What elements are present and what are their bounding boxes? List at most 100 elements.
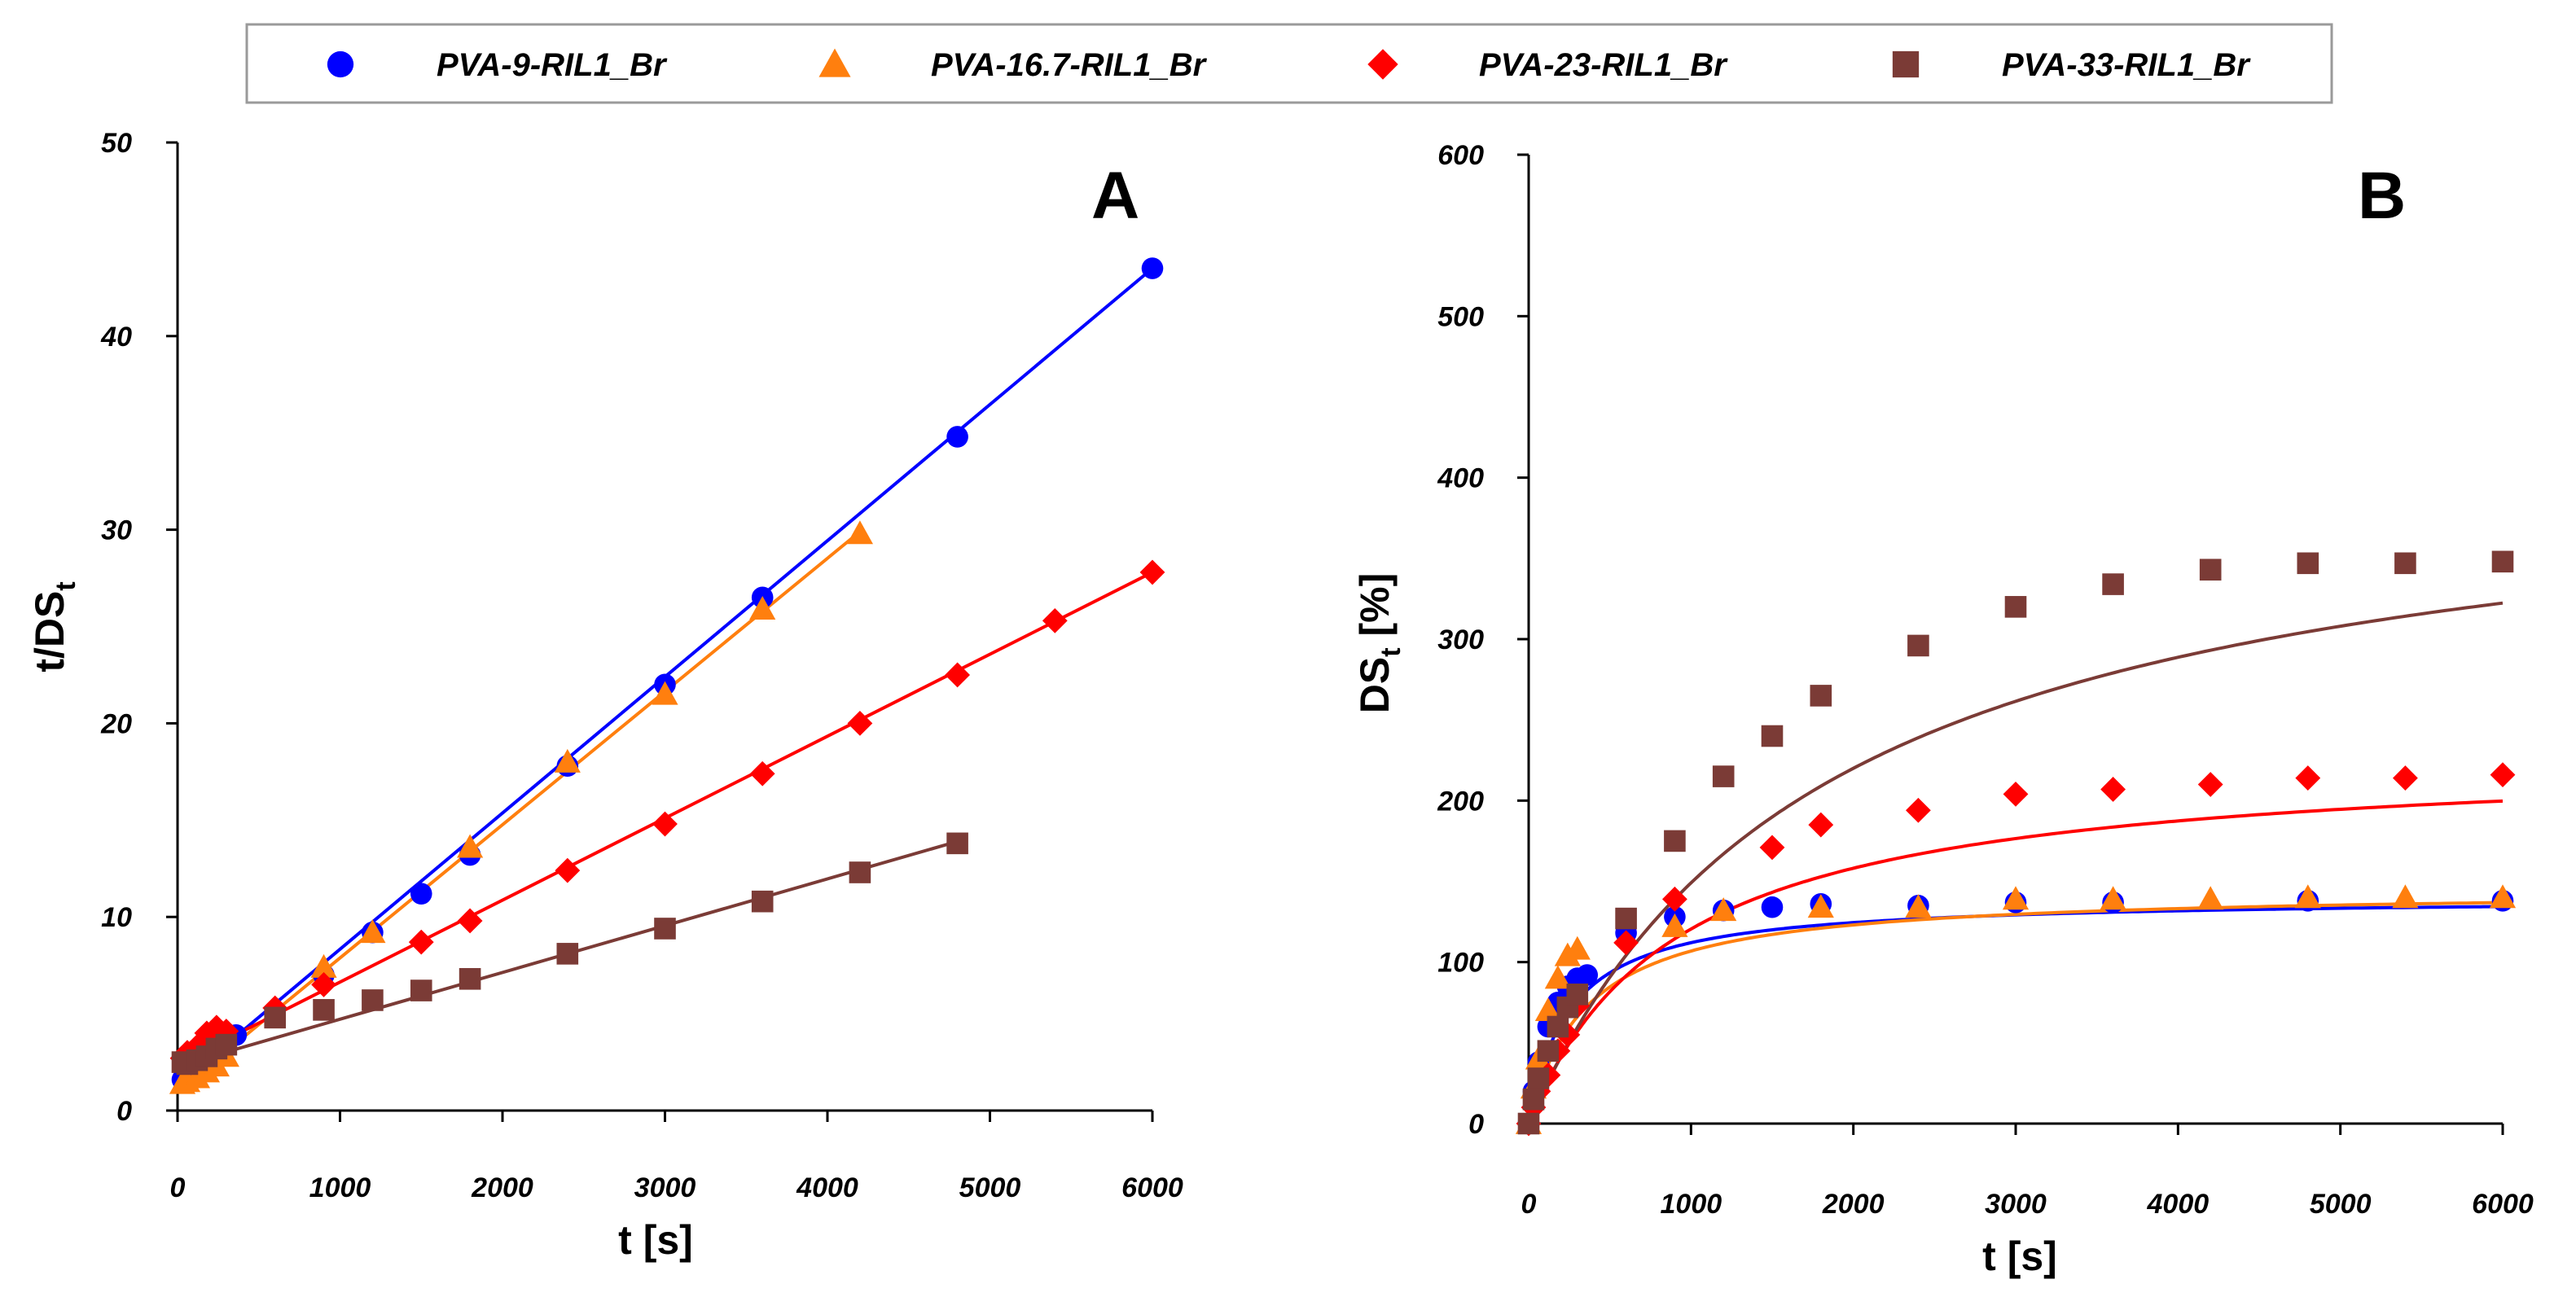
panel-a-y-tick-label-40: 40 [100, 322, 132, 353]
panel-b-point-pva-16-7-ril1-br-15 [2392, 884, 2419, 909]
legend-box [245, 23, 2333, 104]
panel-b-y-tick-label-500: 500 [1437, 301, 1484, 332]
panel-b-point-pva-23-ril1-br-8 [1662, 886, 1687, 912]
legend-marker-pva-23-ril1-br [1367, 49, 1398, 80]
panel-b-point-pva-16-7-ril1-br-8 [1710, 897, 1737, 922]
panel-a-point-pva-23-ril1-br-10 [555, 857, 581, 883]
panel-b-point-pva-23-ril1-br-15 [2295, 765, 2321, 791]
panel-b-x-tick-label-2000: 2000 [1822, 1189, 1885, 1220]
panel-b-point-pva-23-ril1-br-7 [1613, 930, 1639, 956]
panel-b-point-pva-33-ril1-br-2 [1527, 1067, 1550, 1089]
panel-b-point-pva-33-ril1-br-13 [2004, 596, 2027, 618]
panel-b-y-tick-label-300: 300 [1437, 624, 1484, 655]
panel-a-point-pva-16-7-ril1-br-7 [359, 919, 386, 944]
panel-a-letter: A [1091, 159, 1139, 233]
legend-label-pva-16-7-ril1-br: PVA-16.7-RIL1_Br [931, 47, 1208, 83]
panel-b-point-pva-16-7-ril1-br-3 [1534, 997, 1562, 1022]
panel-a-y-axis-title: t/DSt [27, 581, 81, 672]
panel-a-point-pva-23-ril1-br-4 [204, 1014, 230, 1041]
panel-b-point-pva-16-7-ril1-br-14 [2294, 884, 2321, 909]
panel-a-x-axis-title: t [s] [618, 1217, 693, 1263]
panel-b-x-tick-label-0: 0 [1521, 1189, 1537, 1220]
panel-b-point-pva-23-ril1-br-10 [1808, 812, 1834, 838]
panel-b-x-tick-label-1000: 1000 [1661, 1189, 1722, 1220]
panel-a-point-pva-33-ril1-br-6 [264, 1006, 286, 1029]
panel-a-x-tick-label-2000: 2000 [471, 1172, 533, 1203]
panel-a-x-tick-label-5000: 5000 [959, 1172, 1021, 1203]
panel-b-point-pva-33-ril1-br-15 [2199, 559, 2222, 581]
panel-a-y-tick-label-0: 0 [116, 1096, 132, 1127]
panel-b-point-pva-16-7-ril1-br-16 [2489, 884, 2517, 909]
legend-marker-pva-9-ril1-br [327, 50, 354, 78]
panel-a-fit-line-pva-16-7-ril1-br [176, 530, 862, 1093]
panel-a-point-pva-23-ril1-br-13 [847, 711, 873, 736]
panel-b-fit-line-pva-33-ril1-br [1527, 601, 2504, 1125]
legend-label-pva-23-ril1-br: PVA-23-RIL1_Br [1479, 47, 1728, 83]
legend-label-pva-9-ril1-br: PVA-9-RIL1_Br [437, 47, 668, 83]
panel-a-y-tick-label-30: 30 [101, 515, 132, 546]
panel-b-x-tick-label-6000: 6000 [2472, 1189, 2534, 1220]
panel-a-point-pva-23-ril1-br-5 [213, 1019, 239, 1044]
panel-a-x-tick-label-1000: 1000 [309, 1172, 371, 1203]
panel-a-point-pva-16-7-ril1-br-11 [749, 595, 776, 620]
legend-marker-pva-16-7-ril1-br [818, 48, 851, 77]
panel-b-point-pva-33-ril1-br-9 [1712, 765, 1735, 787]
legend: PVA-9-RIL1_Br PVA-16.7-RIL1_Br PVA-23-RIL1… [245, 23, 2333, 104]
panel-b-point-pva-33-ril1-br-3 [1537, 1040, 1560, 1063]
panel-a-point-pva-16-7-ril1-br-8 [457, 834, 484, 858]
panel-a-point-pva-23-ril1-br-15 [1042, 607, 1068, 633]
panel-b-point-pva-23-ril1-br-13 [2100, 777, 2126, 802]
panel-b-point-pva-23-ril1-br-16 [2393, 765, 2418, 791]
panel-b-point-pva-23-ril1-br-9 [1759, 835, 1785, 861]
panel-b-point-pva-16-7-ril1-br-6 [1564, 936, 1591, 960]
panel-a-point-pva-9-ril1-br-16 [1141, 257, 1164, 279]
legend-label-pva-33-ril1-br: PVA-33-RIL1_Br [2002, 47, 2251, 83]
panel-b-y-tick-label-0: 0 [1468, 1109, 1484, 1140]
panel-b-point-pva-33-ril1-br-17 [2394, 552, 2416, 575]
panel-a-point-pva-9-ril1-br-10 [410, 883, 432, 905]
panel-b-point-pva-23-ril1-br-12 [2003, 782, 2029, 807]
panel-a-point-pva-23-ril1-br-11 [652, 811, 678, 837]
panel-a-x-tick-label-0: 0 [170, 1172, 186, 1203]
panel-b-point-pva-33-ril1-br-12 [1907, 634, 1929, 657]
panel-b-point-pva-16-7-ril1-br-11 [2002, 886, 2030, 910]
panel-b-point-pva-33-ril1-br-0 [1517, 1112, 1540, 1135]
panel-a-point-pva-33-ril1-br-15 [946, 832, 968, 855]
panel-a-point-pva-16-7-ril1-br-12 [846, 520, 873, 545]
panel-a-point-pva-33-ril1-br-9 [410, 979, 432, 1001]
panel-b-point-pva-16-7-ril1-br-12 [2100, 886, 2126, 910]
panel-a-point-pva-23-ril1-br-14 [945, 662, 970, 688]
panel-b-y-tick-label-400: 400 [1437, 463, 1484, 494]
panel-b-point-pva-23-ril1-br-14 [2197, 772, 2223, 797]
panel-b-point-pva-33-ril1-br-18 [2491, 550, 2514, 573]
panel-b-point-pva-16-7-ril1-br-7 [1661, 913, 1688, 937]
panel-b-y-tick-label-200: 200 [1437, 786, 1484, 817]
panel-a-point-pva-33-ril1-br-14 [849, 861, 871, 883]
panel-b-point-pva-33-ril1-br-8 [1664, 830, 1686, 852]
panel-b-y-axis-title: DSt [%] [1352, 573, 1406, 713]
panel-b-y-tick-label-100: 100 [1437, 948, 1484, 979]
panel-a-point-pva-16-7-ril1-br-10 [652, 681, 678, 705]
panel-b-letter: B [2358, 159, 2406, 233]
panel-a-point-pva-33-ril1-br-12 [654, 918, 676, 940]
panel-a-point-pva-23-ril1-br-12 [749, 760, 775, 787]
panel-b-point-pva-33-ril1-br-4 [1547, 1015, 1569, 1038]
panel-b-x-tick-label-5000: 5000 [2310, 1189, 2372, 1220]
panel-a-point-pva-33-ril1-br-11 [556, 943, 579, 965]
legend-marker-pva-33-ril1-br [1892, 50, 1920, 78]
panel-a-point-pva-23-ril1-br-16 [1139, 559, 1165, 585]
panel-b-x-tick-label-3000: 3000 [1985, 1189, 2047, 1220]
panel-a-point-pva-33-ril1-br-10 [459, 967, 481, 990]
panel-a-point-pva-9-ril1-br-15 [946, 426, 968, 448]
panel-b-point-pva-33-ril1-br-7 [1615, 907, 1637, 930]
panel-a-point-pva-16-7-ril1-br-9 [554, 748, 581, 773]
panel-b-point-pva-9-ril1-br-11 [1761, 896, 1784, 918]
panel-a-y-tick-label-50: 50 [101, 128, 132, 159]
panel-a-x-tick-label-4000: 4000 [796, 1172, 858, 1203]
panel-b-point-pva-33-ril1-br-16 [2297, 552, 2319, 575]
panel-b-point-pva-33-ril1-br-1 [1522, 1088, 1545, 1111]
panel-a-y-tick-label-20: 20 [100, 708, 132, 739]
panel-b-point-pva-16-7-ril1-br-9 [1807, 894, 1834, 918]
panel-b-y-tick-label-600: 600 [1437, 140, 1484, 171]
